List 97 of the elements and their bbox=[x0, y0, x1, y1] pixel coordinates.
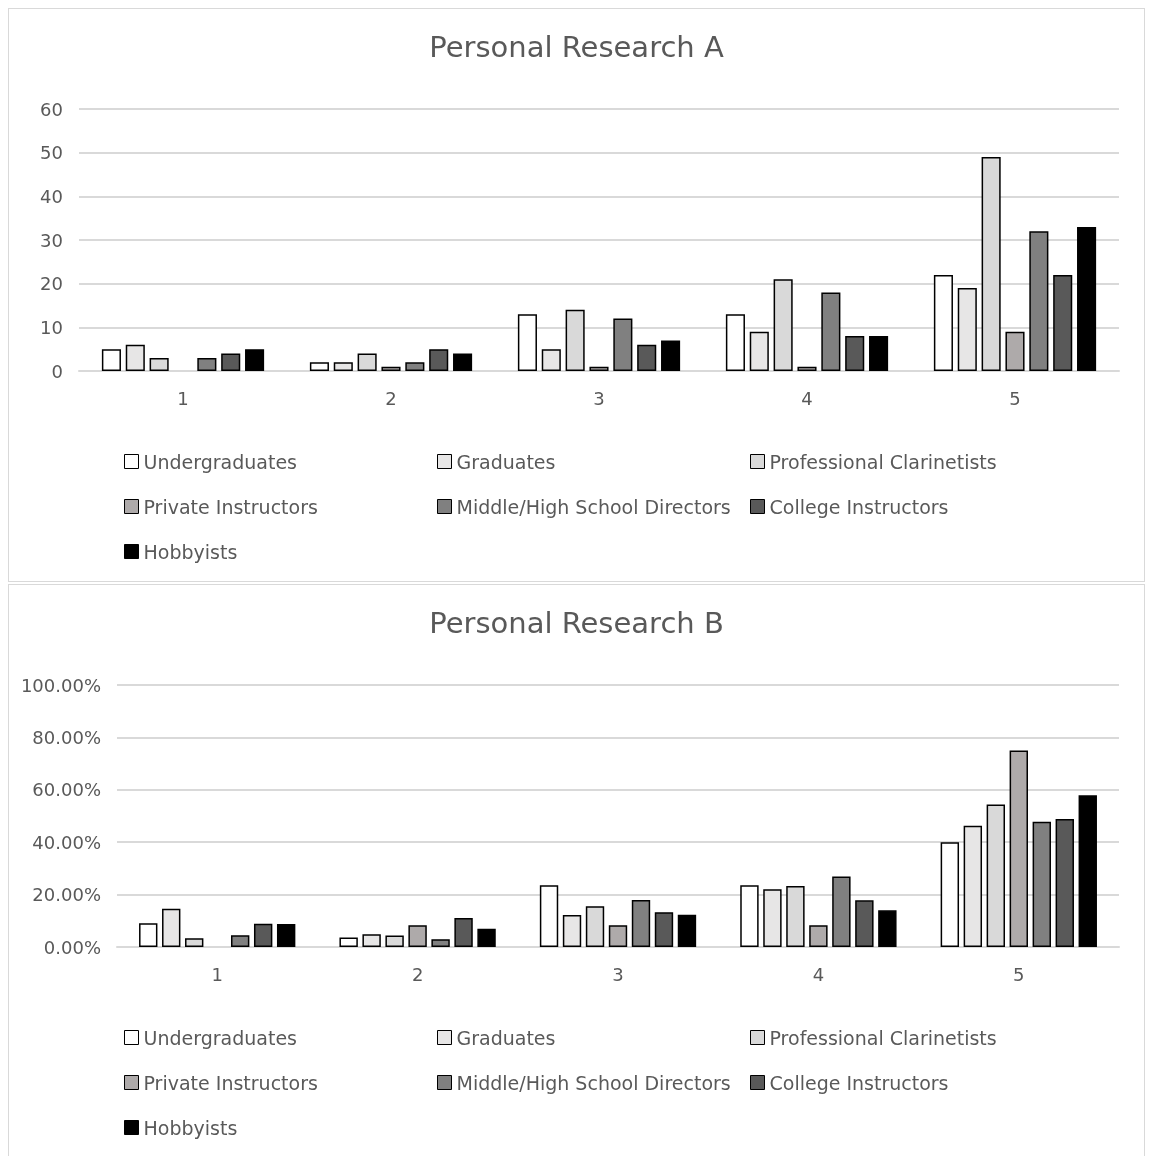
bar bbox=[245, 349, 265, 371]
y-tick-label: 80.00% bbox=[32, 726, 101, 748]
bar bbox=[309, 362, 329, 371]
bar bbox=[821, 292, 841, 371]
bar bbox=[221, 353, 241, 371]
legend-label: Private Instructors bbox=[143, 1071, 318, 1094]
x-tick-label: 3 bbox=[612, 963, 624, 985]
bar bbox=[845, 336, 865, 371]
y-tick-label: 20 bbox=[40, 273, 63, 295]
x-tick-label: 4 bbox=[801, 387, 813, 409]
legend-label: Hobbyists bbox=[143, 540, 238, 563]
bar bbox=[589, 366, 609, 371]
bar bbox=[1053, 274, 1073, 371]
legend-label: Undergraduates bbox=[143, 1026, 297, 1049]
bar bbox=[725, 314, 745, 371]
y-tick-label: 60 bbox=[40, 98, 63, 120]
bar bbox=[408, 925, 427, 947]
bar bbox=[933, 274, 953, 371]
legend-label: College Instructors bbox=[769, 495, 949, 518]
legend-label: Graduates bbox=[456, 1026, 556, 1049]
bar bbox=[517, 314, 537, 371]
y-tick-label: 0 bbox=[51, 360, 63, 382]
bar bbox=[763, 889, 782, 947]
bar bbox=[637, 344, 657, 371]
bar bbox=[1032, 821, 1051, 947]
x-tick-label: 5 bbox=[1009, 387, 1021, 409]
bar bbox=[661, 340, 681, 371]
bar bbox=[1009, 750, 1028, 947]
bar bbox=[162, 908, 181, 947]
bar bbox=[362, 934, 381, 947]
bar bbox=[1055, 818, 1074, 947]
bar bbox=[429, 349, 449, 371]
y-tick-label: 10 bbox=[40, 316, 63, 338]
bar bbox=[477, 928, 496, 947]
bar bbox=[878, 910, 897, 947]
y-tick-label: 50 bbox=[40, 142, 63, 164]
bar bbox=[809, 925, 828, 947]
bar bbox=[253, 923, 273, 947]
bar bbox=[405, 362, 425, 371]
legend-label: Graduates bbox=[456, 450, 556, 473]
x-tick-label: 2 bbox=[411, 963, 424, 985]
legend-label: Professional Clarinetists bbox=[769, 450, 997, 473]
x-tick-label: 1 bbox=[211, 963, 223, 985]
bar bbox=[230, 935, 250, 947]
y-tick-label: 60.00% bbox=[32, 779, 101, 801]
chart-title: Personal Research A bbox=[429, 29, 724, 64]
bar bbox=[101, 349, 121, 371]
y-tick-label: 0.00% bbox=[43, 936, 101, 958]
y-tick-label: 20.00% bbox=[32, 884, 101, 906]
bar bbox=[1005, 331, 1025, 371]
y-tick-label: 30 bbox=[40, 229, 63, 251]
bar bbox=[869, 336, 889, 371]
bar bbox=[608, 925, 628, 947]
legend-label: Undergraduates bbox=[143, 450, 297, 473]
bar bbox=[613, 318, 633, 371]
y-tick-label: 100.00% bbox=[20, 674, 101, 696]
bar bbox=[339, 937, 358, 947]
bar bbox=[740, 885, 759, 947]
legend-label: Hobbyists bbox=[143, 1116, 238, 1139]
bar bbox=[431, 939, 450, 947]
x-tick-label: 5 bbox=[1013, 963, 1025, 985]
y-tick-label: 40 bbox=[40, 185, 63, 207]
x-tick-label: 4 bbox=[812, 963, 825, 985]
bar bbox=[197, 357, 217, 371]
bar bbox=[539, 885, 559, 947]
legend-label: Middle/High School Directors bbox=[456, 1071, 731, 1094]
legend-label: Professional Clarinetists bbox=[769, 1026, 997, 1049]
legend-label: Middle/High School Directors bbox=[456, 495, 731, 518]
bar bbox=[139, 923, 158, 947]
bar bbox=[963, 825, 983, 947]
x-tick-label: 2 bbox=[385, 387, 397, 409]
bar bbox=[677, 914, 697, 947]
bar bbox=[654, 912, 674, 947]
bar bbox=[749, 331, 769, 371]
bar bbox=[381, 366, 401, 371]
bar bbox=[333, 362, 353, 371]
bar bbox=[940, 842, 960, 947]
chart-title: Personal Research B bbox=[429, 605, 724, 640]
y-tick-label: 40.00% bbox=[32, 831, 101, 853]
bar bbox=[276, 923, 296, 947]
bar bbox=[1077, 226, 1097, 371]
bar bbox=[562, 915, 582, 947]
bar bbox=[832, 876, 851, 947]
x-tick-label: 3 bbox=[593, 387, 605, 409]
bar bbox=[541, 349, 561, 371]
bar bbox=[1078, 795, 1097, 947]
bar bbox=[453, 353, 473, 371]
x-tick-label: 1 bbox=[177, 387, 189, 409]
bar bbox=[454, 917, 473, 947]
bar bbox=[797, 366, 817, 371]
legend-label: Private Instructors bbox=[143, 495, 318, 518]
bar bbox=[631, 900, 651, 947]
bar bbox=[1029, 231, 1049, 371]
bar bbox=[957, 288, 977, 371]
legend-label: College Instructors bbox=[769, 1071, 949, 1094]
bar bbox=[855, 900, 874, 947]
bar bbox=[125, 344, 145, 371]
